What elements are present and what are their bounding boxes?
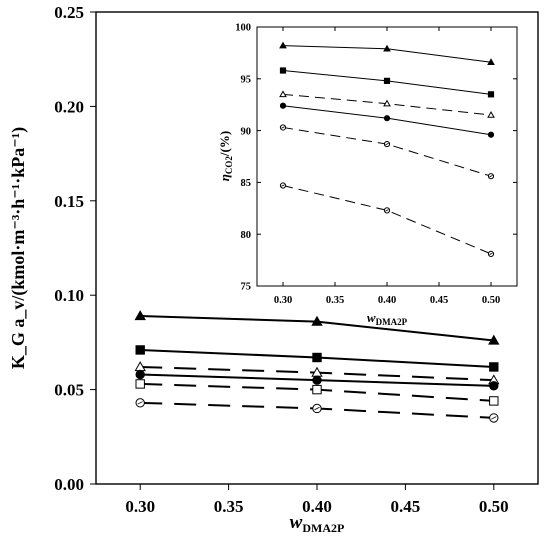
main-y-tick-label: 0.05 (54, 381, 84, 400)
inset-series-4-point-3 (487, 131, 495, 138)
main-series-5-point-2 (312, 384, 322, 395)
main-y-tick-label: 0.20 (54, 97, 84, 116)
inset-series-5-point-3-slash (489, 175, 493, 178)
main-x-tick-label: 0.30 (125, 497, 155, 516)
inset-y-tick-label: 95 (241, 74, 252, 85)
inset-series-6-point-1-slash (281, 184, 285, 187)
inset-series-3-point-2 (383, 99, 391, 107)
main-series-2-point-2 (312, 352, 322, 363)
inset-y-tick-label: 85 (241, 178, 252, 189)
main-y-tick-label: 0.15 (54, 192, 84, 211)
inset-series-2-point-3 (487, 91, 495, 98)
main-series-6-point-3-slash (491, 416, 497, 420)
main-series-1-point-3 (488, 334, 500, 345)
inset-plot-frame (256, 26, 518, 287)
main-series-1-point-2 (311, 315, 323, 326)
inset-series-6-line (282, 185, 492, 255)
inset-series-3-point-3 (487, 111, 495, 118)
inset-x-tick-label: 0.40 (378, 295, 396, 306)
main-series-5 (135, 379, 499, 406)
main-y-tick-label: 0.10 (54, 286, 84, 305)
inset-series-4 (279, 102, 495, 138)
main-series-6-point-1-slash (137, 401, 143, 405)
main-series-2-point-3 (489, 362, 499, 372)
main-series-6 (135, 398, 499, 423)
inset-series-1-point-1 (279, 41, 287, 49)
inset-series-3 (279, 90, 495, 118)
inset-series-6-point-3-slash (489, 252, 493, 256)
inset-series-1 (279, 41, 495, 65)
main-series-4-point-3 (489, 381, 499, 391)
inset-y-tick-label: 75 (241, 282, 252, 293)
main-series-4-point-1 (135, 369, 145, 380)
main-x-tick-label: 0.40 (302, 497, 332, 516)
inset-y-tick-label: 90 (241, 126, 252, 137)
main-y-tick-label: 0.00 (54, 475, 84, 494)
inset-series-1-point-3 (487, 58, 495, 65)
main-series-2-point-1 (135, 345, 145, 355)
inset-x-tick-label: 0.35 (326, 295, 344, 306)
inset-series-2-point-2 (383, 77, 391, 84)
main-series-1 (134, 310, 500, 345)
main-series-2 (135, 345, 499, 372)
inset-x-tick-label: 0.30 (274, 295, 292, 306)
inset-series-4-point-1 (279, 102, 287, 109)
inset-chart-panel: 0.30 0.35 0.40 0.45 0.50 75 80 85 90 95 100 wDMA2P η… (217, 23, 518, 327)
inset-series-2-point-1 (279, 67, 287, 74)
inset-series-3-point-1 (279, 90, 287, 98)
inset-x-tick-label: 0.50 (482, 295, 500, 306)
main-x-tick-label: 0.50 (479, 497, 509, 516)
main-series-1-point-1 (134, 310, 146, 321)
inset-series-6 (279, 182, 495, 257)
main-series-5-point-1 (135, 379, 145, 389)
inset-series-5-point-2-slash (385, 142, 389, 146)
main-x-axis-title: wDMA2P (290, 512, 345, 535)
inset-series-6-point-2-slash (385, 209, 389, 212)
main-x-tick-label: 0.45 (391, 497, 421, 516)
inset-y-tick-label: 80 (241, 230, 252, 241)
inset-y-axis-title: ηCO2/(%) (217, 131, 234, 181)
inset-series-4-point-2 (383, 115, 391, 122)
main-series-4-point-2 (312, 375, 322, 385)
inset-x-tick-label: 0.45 (430, 295, 448, 306)
inset-series-5-point-1-slash (281, 126, 285, 129)
main-y-tick-label: 0.25 (54, 3, 84, 22)
inset-y-tick-label: 100 (235, 23, 251, 34)
main-series-6-point-2-slash (314, 406, 320, 411)
inset-series-5 (279, 124, 495, 180)
main-series-4 (135, 369, 499, 391)
main-series-5-point-3 (489, 396, 499, 406)
inset-series-1-point-2 (383, 44, 391, 52)
main-y-axis-title: K_G a_v/(kmol·m⁻³·h⁻¹·kPa⁻¹) (8, 127, 29, 369)
inset-x-axis-title: wDMA2P (367, 310, 408, 327)
inset-series-2 (279, 67, 495, 98)
main-x-tick-label: 0.35 (214, 497, 244, 516)
